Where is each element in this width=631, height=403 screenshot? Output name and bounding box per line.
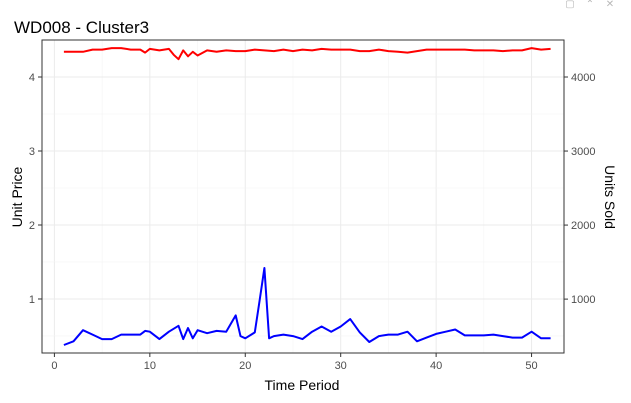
x-tick-label: 20 bbox=[239, 360, 251, 372]
y-left-tick-label: 4 bbox=[29, 72, 35, 84]
x-tick-label: 10 bbox=[144, 360, 156, 372]
restore-icon[interactable]: ▢ bbox=[565, 0, 575, 10]
x-tick-label: 0 bbox=[51, 360, 57, 372]
grid bbox=[42, 40, 564, 353]
x-axis-label: Time Period bbox=[265, 377, 340, 393]
chart-title: WD008 - Cluster3 bbox=[14, 18, 149, 37]
y-right-tick-label: 1000 bbox=[571, 294, 595, 306]
x-tick-label: 40 bbox=[430, 360, 442, 372]
y-left-tick-label: 2 bbox=[29, 220, 35, 232]
y-axis-right-label: Units Sold bbox=[602, 165, 618, 229]
series-lines bbox=[63, 47, 551, 346]
window-controls: ▢ ⌃ ✕ bbox=[565, 0, 615, 10]
units-sold-line bbox=[63, 267, 551, 346]
close-icon[interactable]: ✕ bbox=[605, 0, 615, 10]
unit-price-line bbox=[63, 47, 551, 61]
y-right-tick-label: 2000 bbox=[571, 220, 595, 232]
y-left-tick-label: 3 bbox=[29, 146, 35, 158]
ticks: 0 10 20 30 40 50 1 2 3 4 1000 2000 3000 4000 bbox=[29, 72, 596, 372]
y-right-tick-label: 4000 bbox=[571, 72, 595, 84]
y-axis-left-label: Unit Price bbox=[9, 166, 25, 227]
collapse-icon[interactable]: ⌃ bbox=[585, 0, 595, 10]
x-tick-label: 30 bbox=[335, 360, 347, 372]
y-right-tick-label: 3000 bbox=[571, 146, 595, 158]
plot-border bbox=[41, 39, 565, 354]
y-left-tick-label: 1 bbox=[29, 294, 35, 306]
x-tick-label: 50 bbox=[525, 360, 537, 372]
